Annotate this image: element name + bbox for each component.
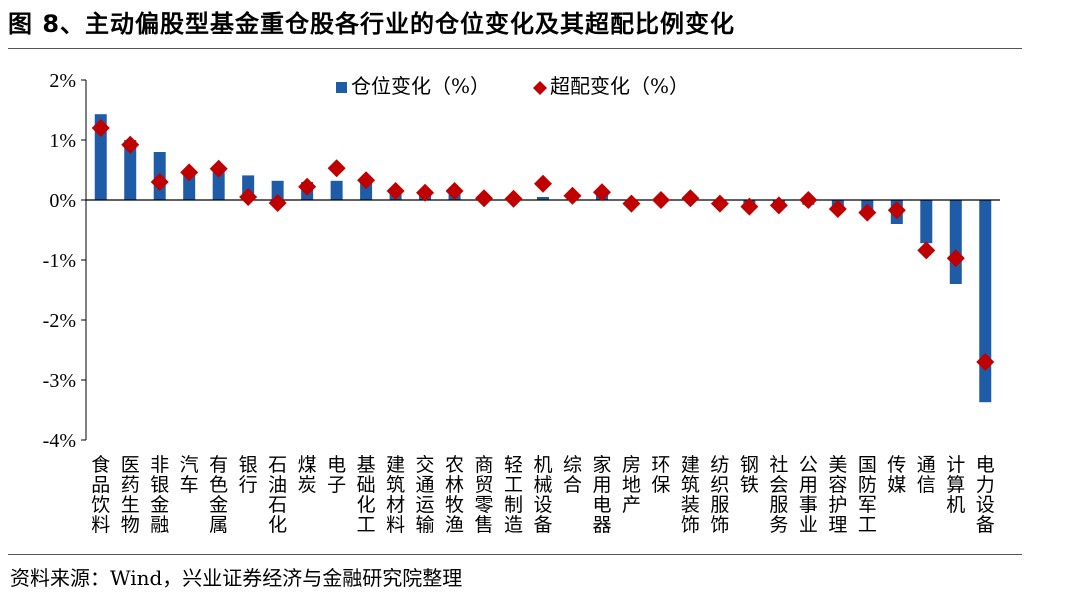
x-tick-label: 非银金融 <box>150 454 169 536</box>
marker-point <box>209 159 228 178</box>
marker-point <box>445 182 464 200</box>
y-tick-label: 0% <box>49 190 76 212</box>
bar <box>271 180 284 200</box>
x-tick-label: 环保 <box>651 454 670 496</box>
x-tick-label: 家用电器 <box>592 454 611 536</box>
x-tick-label: 机械设备 <box>533 454 552 536</box>
marker-point <box>622 194 641 213</box>
x-tick-label: 有色金属 <box>209 454 228 536</box>
x-tick-label: 煤炭 <box>298 454 317 496</box>
x-tick-label: 纺织服饰 <box>710 454 729 536</box>
marker-point <box>976 353 995 371</box>
x-tick-label: 电子 <box>327 454 346 496</box>
bar <box>212 168 225 200</box>
x-tick-label: 国防军工 <box>858 454 877 536</box>
marker-point <box>592 183 611 202</box>
marker-point <box>651 191 670 209</box>
x-tick-label: 银行 <box>239 454 258 496</box>
marker-point <box>710 194 729 213</box>
x-tick-label: 医药生物 <box>121 454 140 536</box>
marker-series <box>91 119 995 371</box>
x-tick-label: 社会服务 <box>769 454 788 536</box>
x-tick-label: 石油石化 <box>268 454 287 536</box>
marker-point <box>769 196 788 215</box>
marker-point <box>917 241 936 260</box>
marker-point <box>298 177 317 196</box>
y-tick-label: -4% <box>43 430 76 452</box>
x-tick-label: 基础化工 <box>357 454 376 536</box>
x-tick-label: 综合 <box>563 454 582 496</box>
marker-point <box>416 183 435 202</box>
x-tick-label: 商贸零售 <box>475 454 494 536</box>
marker-point <box>740 197 759 216</box>
bar <box>949 200 962 284</box>
legend: 仓位变化（%） 超配变化（%） <box>336 74 689 98</box>
marker-point <box>268 194 287 212</box>
x-tick-label: 农林牧渔 <box>445 454 464 536</box>
x-tick-label: 建筑材料 <box>386 454 405 536</box>
source-note: 资料来源：Wind，兴业证券经济与金融研究院整理 <box>10 566 463 590</box>
x-axis-labels: 食品饮料医药生物非银金融汽车有色金属银行石油石化煤炭电子基础化工建筑材料交通运输… <box>91 454 995 536</box>
marker-point <box>150 173 169 191</box>
x-tick-label: 美容护理 <box>828 454 847 536</box>
x-tick-label: 汽车 <box>180 454 199 496</box>
x-tick-label: 建筑装饰 <box>681 454 700 536</box>
x-tick-label: 钢铁 <box>740 454 759 496</box>
marker-point <box>475 189 494 208</box>
bar <box>360 182 373 200</box>
marker-point <box>887 201 906 220</box>
marker-point <box>327 159 346 178</box>
marker-point <box>91 119 110 137</box>
x-tick-label: 房地产 <box>622 454 641 516</box>
marker-point <box>563 186 582 205</box>
bar <box>979 200 992 403</box>
y-axis: -4% -3% -2% -1% 0% 1% 2% <box>43 70 87 452</box>
y-tick-label: -2% <box>43 310 76 332</box>
y-tick-label: 1% <box>49 130 76 152</box>
marker-point <box>121 135 140 154</box>
x-tick-label: 食品饮料 <box>91 454 110 536</box>
source-rule <box>8 554 1022 555</box>
x-tick-label: 公用事业 <box>799 454 818 536</box>
bar <box>124 140 137 200</box>
title-rule <box>8 48 1022 49</box>
legend-label-marker: 超配变化（%） <box>550 74 689 98</box>
y-tick-label: -3% <box>43 370 76 392</box>
marker-point <box>828 200 847 218</box>
marker-point <box>357 171 376 190</box>
bar <box>94 114 107 200</box>
legend-label-bar: 仓位变化（%） <box>351 74 490 98</box>
x-tick-label: 计算机 <box>946 454 965 516</box>
legend-swatch-bar <box>336 82 347 93</box>
x-tick-label: 传媒 <box>887 454 906 496</box>
x-tick-label: 交通运输 <box>416 454 435 536</box>
y-tick-label: -1% <box>43 250 76 272</box>
marker-point <box>534 174 552 193</box>
marker-point <box>946 249 965 268</box>
y-tick-label: 2% <box>49 70 76 92</box>
chart-title: 图 8、主动偏股型基金重仓股各行业的仓位变化及其超配比例变化 <box>8 10 736 38</box>
bar <box>330 180 343 200</box>
x-tick-label: 轻工制造 <box>504 454 523 536</box>
bar-series <box>94 114 992 403</box>
bar <box>920 200 933 244</box>
x-tick-label: 通信 <box>917 454 936 496</box>
bar <box>537 197 549 200</box>
marker-point <box>386 182 405 200</box>
marker-point <box>504 189 523 208</box>
marker-point <box>681 189 700 208</box>
marker-point <box>799 191 818 209</box>
legend-swatch-marker <box>533 81 547 95</box>
marker-point <box>858 203 877 222</box>
marker-point <box>239 188 258 206</box>
marker-point <box>180 163 199 182</box>
x-tick-label: 电力设备 <box>976 454 995 536</box>
